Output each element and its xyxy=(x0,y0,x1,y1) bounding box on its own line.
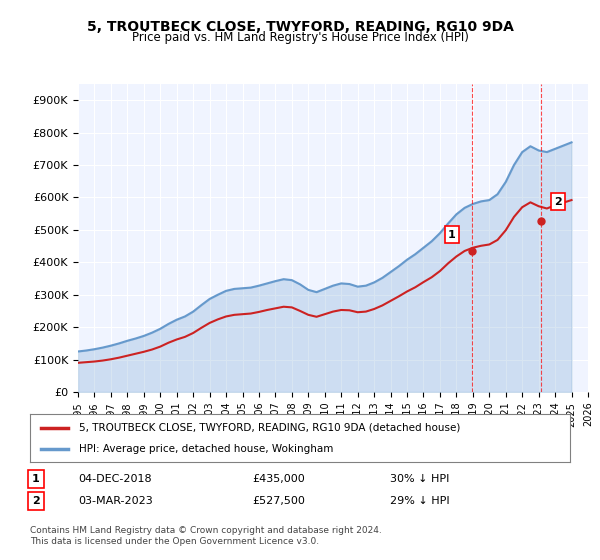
Text: £435,000: £435,000 xyxy=(252,474,305,484)
Text: Price paid vs. HM Land Registry's House Price Index (HPI): Price paid vs. HM Land Registry's House … xyxy=(131,31,469,44)
Text: 30% ↓ HPI: 30% ↓ HPI xyxy=(390,474,449,484)
Text: 04-DEC-2018: 04-DEC-2018 xyxy=(78,474,152,484)
Text: 03-MAR-2023: 03-MAR-2023 xyxy=(78,496,153,506)
Text: £527,500: £527,500 xyxy=(252,496,305,506)
Text: 2: 2 xyxy=(32,496,40,506)
Text: 1: 1 xyxy=(32,474,40,484)
Text: 5, TROUTBECK CLOSE, TWYFORD, READING, RG10 9DA (detached house): 5, TROUTBECK CLOSE, TWYFORD, READING, RG… xyxy=(79,423,460,433)
Text: 5, TROUTBECK CLOSE, TWYFORD, READING, RG10 9DA: 5, TROUTBECK CLOSE, TWYFORD, READING, RG… xyxy=(86,20,514,34)
Text: Contains HM Land Registry data © Crown copyright and database right 2024.
This d: Contains HM Land Registry data © Crown c… xyxy=(30,526,382,546)
Text: 29% ↓ HPI: 29% ↓ HPI xyxy=(390,496,449,506)
Text: 2: 2 xyxy=(554,197,562,207)
Text: HPI: Average price, detached house, Wokingham: HPI: Average price, detached house, Woki… xyxy=(79,444,333,454)
Text: 1: 1 xyxy=(448,230,455,240)
